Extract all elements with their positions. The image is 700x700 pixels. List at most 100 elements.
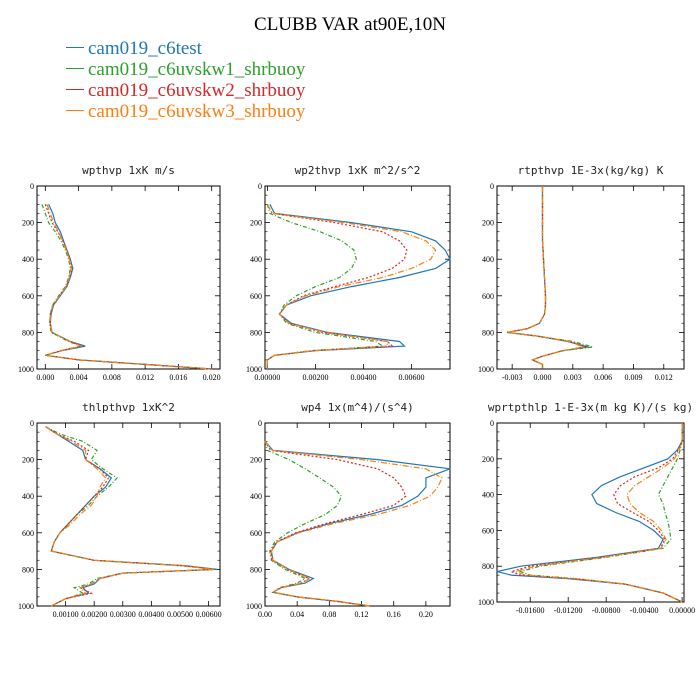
series-line-3: [264, 440, 407, 607]
y-tick-label: 800: [482, 562, 494, 571]
x-tick-label: -0.00800: [592, 606, 621, 615]
panel-title: thlpthvp 1xK^2: [82, 401, 175, 414]
series-line-4: [45, 426, 215, 607]
y-tick-label: 800: [250, 565, 262, 574]
x-tick-label: 0.00000: [669, 606, 695, 615]
chart-title: CLUBB VAR at90E,10N: [254, 14, 446, 35]
y-tick-label: 600: [250, 292, 262, 301]
series-line-3: [509, 423, 683, 603]
y-tick-label: 400: [482, 255, 494, 264]
x-tick-label: 0.00200: [81, 610, 107, 619]
series-line-3: [45, 426, 215, 607]
y-tick-label: 0: [30, 419, 34, 428]
panel-title: wp2thvp 1xK m^2/s^2: [295, 164, 421, 177]
y-tick-label: 200: [250, 219, 262, 228]
panel-title: wpthvp 1xK m/s: [82, 164, 175, 177]
series-line-2: [518, 423, 683, 603]
y-tick-label: 200: [482, 455, 494, 464]
legend-entry: cam019_c6uvskw1_shrbuoy: [66, 59, 305, 80]
x-tick-label: 0.012: [655, 373, 673, 382]
x-tick-label: 0.009: [624, 373, 642, 382]
x-tick-label: 0.00400: [351, 373, 377, 382]
legend: cam019_c6test cam019_c6uvskw1_shrbuoy ca…: [66, 38, 305, 122]
panel-6: wprtpthlp 1-E-3x(m kg K)/(s kg) 0 200 400 60…: [478, 401, 695, 615]
x-tick-label: 0.012: [136, 373, 154, 382]
panel-3: rtpthvp 1E-3x(kg/kg) K 0 200 400 600 800 1000-…: [478, 164, 685, 382]
y-tick-label: 800: [250, 328, 262, 337]
legend-swatch: [66, 89, 84, 91]
x-tick-label: 0.00600: [196, 610, 222, 619]
legend-swatch: [66, 110, 84, 112]
x-tick-label: -0.003: [502, 373, 523, 382]
y-tick-label: 200: [22, 219, 34, 228]
x-tick-label: 0.003: [564, 373, 582, 382]
y-tick-label: 0: [258, 182, 262, 191]
plot-frame: [264, 422, 451, 607]
series-line-1: [266, 204, 451, 369]
x-tick-label: 0.004: [70, 373, 88, 382]
legend-swatch: [66, 68, 84, 70]
y-tick-label: 600: [22, 292, 34, 301]
x-tick-label: 0.16: [387, 610, 401, 619]
y-tick-label: 1000: [18, 602, 34, 611]
x-tick-label: 0.000: [533, 373, 551, 382]
panel-2: wp2thvp 1xK m^2/s^2020040060080010000.00…: [246, 164, 451, 382]
y-tick-label: 1000: [478, 598, 494, 607]
legend-label: cam019_c6uvskw1_shrbuoy: [88, 59, 306, 80]
x-tick-label: -0.01600: [516, 606, 545, 615]
y-tick-label: 400: [250, 492, 262, 501]
legend-label: cam019_c6test: [88, 38, 202, 59]
legend-entry: cam019_c6uvskw3_shrbuoy: [66, 101, 305, 122]
x-tick-label: -0.00400: [630, 606, 659, 615]
y-tick-label: 1000: [246, 365, 262, 374]
x-tick-label: 0.008: [103, 373, 121, 382]
series-line-2: [266, 204, 385, 369]
x-tick-label: 0.00000: [254, 373, 280, 382]
x-tick-label: 0.020: [203, 373, 221, 382]
x-tick-label: 0.20: [419, 610, 433, 619]
x-tick-label: 0.04: [290, 610, 304, 619]
x-tick-label: 0.00200: [302, 373, 328, 382]
panel-title: wprtpthlp 1-E-3x(m kg K)/(s kg): [488, 401, 693, 414]
y-tick-label: 600: [250, 529, 262, 538]
y-tick-label: 200: [22, 456, 34, 465]
y-tick-label: 800: [482, 328, 494, 337]
x-tick-label: -0.01200: [554, 606, 583, 615]
series-line-1: [45, 426, 218, 607]
x-tick-label: 0.00100: [53, 610, 79, 619]
x-tick-label: 0.00300: [110, 610, 136, 619]
x-tick-label: 0.00600: [399, 373, 425, 382]
series-line-4: [266, 204, 437, 369]
legend-label: cam019_c6uvskw2_shrbuoy: [88, 80, 306, 101]
plot-frame: [496, 422, 685, 603]
y-tick-label: 600: [482, 526, 494, 535]
y-tick-label: 200: [482, 219, 494, 228]
series-line-1: [506, 186, 589, 369]
series-line-3: [506, 186, 588, 369]
x-tick-label: 0.006: [594, 373, 612, 382]
y-tick-label: 600: [482, 292, 494, 301]
legend-entry: cam019_c6test: [66, 38, 305, 59]
x-tick-label: 0.00500: [167, 610, 193, 619]
series-line-4: [45, 204, 212, 370]
series-line-2: [506, 186, 594, 369]
series-line-4: [264, 440, 443, 607]
series-line-3: [44, 204, 212, 370]
plot-frame: [496, 185, 685, 370]
series-line-1: [264, 440, 451, 607]
y-tick-label: 1000: [478, 365, 494, 374]
legend-swatch: [66, 47, 84, 49]
x-tick-label: 0.000: [36, 373, 54, 382]
y-tick-label: 800: [22, 565, 34, 574]
y-tick-label: 1000: [18, 365, 34, 374]
plot-frame: [36, 422, 221, 607]
y-tick-label: 0: [490, 419, 494, 428]
y-tick-label: 0: [30, 182, 34, 191]
plot-frame: [264, 185, 451, 370]
x-tick-label: 0.00: [258, 610, 272, 619]
y-tick-label: 400: [250, 255, 262, 264]
